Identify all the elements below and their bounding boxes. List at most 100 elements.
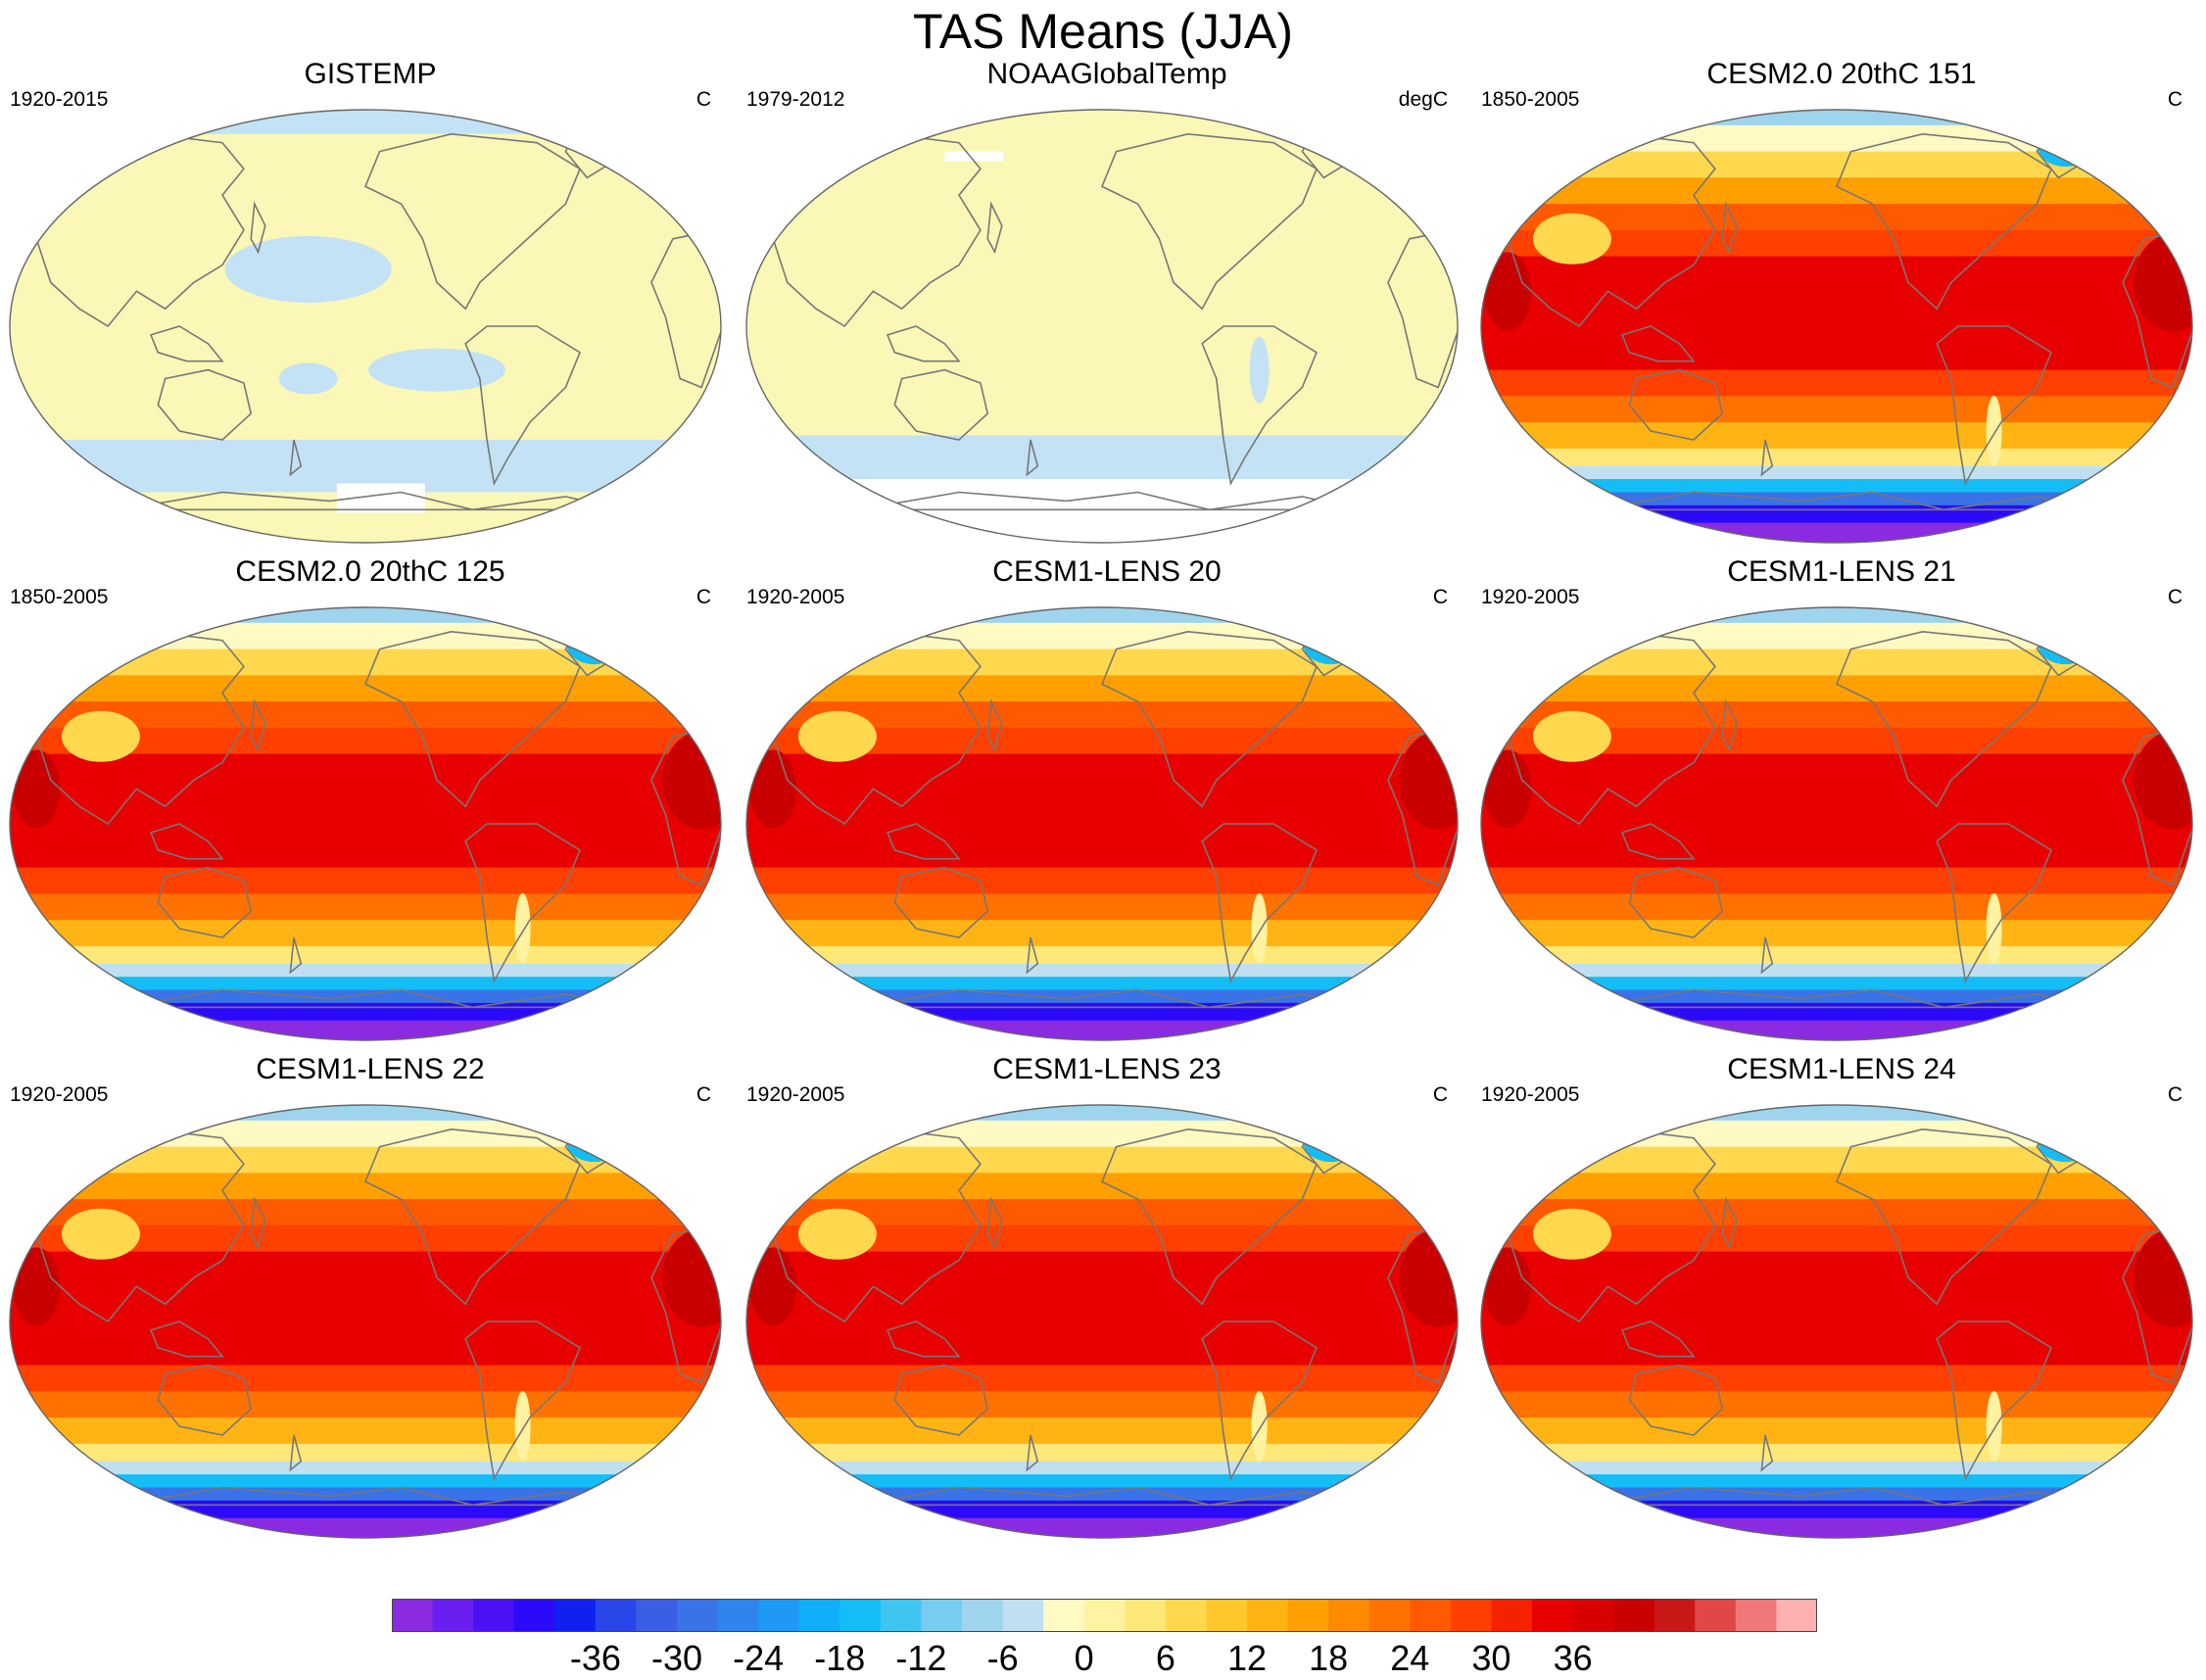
- colorbar-box: [921, 1599, 963, 1632]
- colorbar-box: [1776, 1599, 1817, 1632]
- coastline: [157, 1364, 253, 1436]
- coastline: [363, 1128, 581, 1306]
- temperature-band: [1481, 479, 2192, 494]
- temperature-band: [1481, 622, 2192, 650]
- panel-title: CESM1-LENS 20: [992, 555, 1222, 588]
- panel-period: 1979-2012: [746, 88, 845, 111]
- colorbar-box: [1613, 1599, 1655, 1632]
- colorbar-tick-label: -24: [733, 1638, 785, 1678]
- missing-data: [746, 479, 1458, 543]
- coastline: [893, 1364, 989, 1436]
- coastline: [986, 698, 1003, 752]
- temperature-band: [1481, 124, 2192, 153]
- colorbar-box: [1328, 1599, 1370, 1632]
- panel-title: CESM2.0 20thC 151: [1706, 58, 1977, 90]
- temperature-band: [1481, 1002, 2192, 1022]
- temperature-band: [10, 1461, 721, 1476]
- arabia-hot-spot: [13, 1247, 61, 1326]
- map-panel: CESM1-LENS 24 1920-2005 C: [1479, 1050, 2204, 1540]
- sahara-hot-spot: [662, 1228, 721, 1327]
- sahara-hot-spot: [2134, 731, 2192, 830]
- map-panel: CESM1-LENS 20 1920-2005 C: [744, 552, 1469, 1042]
- temperature-field: [746, 110, 1458, 543]
- temperature-band: [1481, 893, 2192, 922]
- map-panel: CESM1-LENS 23 1920-2005 C: [744, 1050, 1469, 1540]
- coastline: [149, 325, 224, 362]
- tibet-cool-spot: [1532, 710, 1611, 762]
- temperature-band: [10, 1146, 721, 1175]
- temperature-band: [1481, 396, 2192, 424]
- coastline: [157, 368, 253, 441]
- colorbar-tick-label: 18: [1309, 1638, 1349, 1678]
- colorbar-box: [962, 1599, 1004, 1632]
- temperature-band: [746, 867, 1458, 895]
- panel-units: C: [695, 88, 711, 111]
- map-border: [1480, 1104, 2193, 1539]
- panel-units: C: [2167, 586, 2182, 608]
- coastline: [986, 201, 1003, 255]
- cool-anomaly: [1249, 336, 1270, 404]
- temperature-band: [746, 977, 1458, 991]
- coastline: [250, 201, 266, 255]
- coastline: [363, 630, 581, 808]
- temperature-band: [10, 1443, 721, 1463]
- map-border: [1480, 606, 2193, 1041]
- tibet-cool-spot: [797, 710, 877, 762]
- panel-title: GISTEMP: [304, 58, 437, 90]
- panel-title: CESM2.0 20thC 125: [235, 555, 505, 588]
- temperature-band: [746, 1105, 1458, 1122]
- colorbar-frame: [392, 1599, 1817, 1632]
- colorbar-tick-labels: -36 -30 -24 -18 -12 -6 0 6 12 18 24 30 36: [392, 1638, 1817, 1678]
- coastline: [886, 325, 961, 362]
- coastline: [1620, 325, 1696, 362]
- coastline: [1835, 1128, 2052, 1306]
- colorbar-box: [717, 1599, 759, 1632]
- colorbar-box: [1287, 1599, 1329, 1632]
- cool-anomaly: [224, 236, 392, 304]
- temperature-band: [746, 1391, 1458, 1419]
- andes-cool-strip: [1986, 893, 2002, 965]
- coastline: [1026, 936, 1039, 975]
- map-panel: CESM1-LENS 22 1920-2005 C: [8, 1050, 733, 1540]
- coastline: [1628, 866, 1724, 938]
- colorbar-tick-label: 36: [1553, 1638, 1593, 1678]
- temperature-band: [746, 753, 1458, 869]
- coastline: [1201, 1320, 1318, 1482]
- coastline: [893, 368, 989, 441]
- map-field: [9, 606, 722, 1041]
- coastline: [1100, 1128, 1318, 1306]
- coastline: [1835, 630, 2052, 808]
- temperature-band: [1481, 1391, 2192, 1419]
- map-panel: CESM2.0 20thC 151 1850-2005 C: [1479, 55, 2204, 545]
- temperature-band: [1481, 177, 2192, 206]
- colorbar-box: [1247, 1599, 1289, 1632]
- temperature-band: [1481, 945, 2192, 965]
- colorbar-tick-label: -36: [569, 1638, 621, 1678]
- colorbar-box: [1125, 1599, 1167, 1632]
- colorbar-tick-label: -6: [986, 1638, 1019, 1678]
- map-border: [9, 606, 722, 1041]
- temperature-band: [10, 1120, 721, 1148]
- temperature-band: [10, 989, 721, 1004]
- temperature-band: [10, 1417, 721, 1445]
- colorbar-tick-label: 30: [1471, 1638, 1511, 1678]
- colorbar-box: [1368, 1599, 1411, 1632]
- coastline: [1936, 823, 2052, 984]
- map-border: [745, 606, 1459, 1041]
- temperature-band: [10, 977, 721, 991]
- coastline: [464, 1320, 581, 1482]
- panel-units: C: [2167, 1083, 2182, 1106]
- temperature-band: [1481, 256, 2192, 371]
- temperature-band: [1481, 753, 2192, 869]
- temperature-band: [1481, 867, 2192, 895]
- map-panel: NOAAGlobalTemp 1979-2012 degC: [744, 55, 1469, 545]
- coastline: [289, 936, 303, 975]
- temperature-band: [10, 1173, 721, 1201]
- andes-cool-strip: [1251, 893, 1268, 965]
- coastline: [363, 132, 581, 311]
- panel-period: 1920-2005: [1481, 586, 1580, 608]
- coastline: [1100, 132, 1318, 311]
- temperature-band: [1481, 1474, 2192, 1489]
- coastline: [149, 823, 224, 860]
- temperature-band: [1481, 422, 2192, 450]
